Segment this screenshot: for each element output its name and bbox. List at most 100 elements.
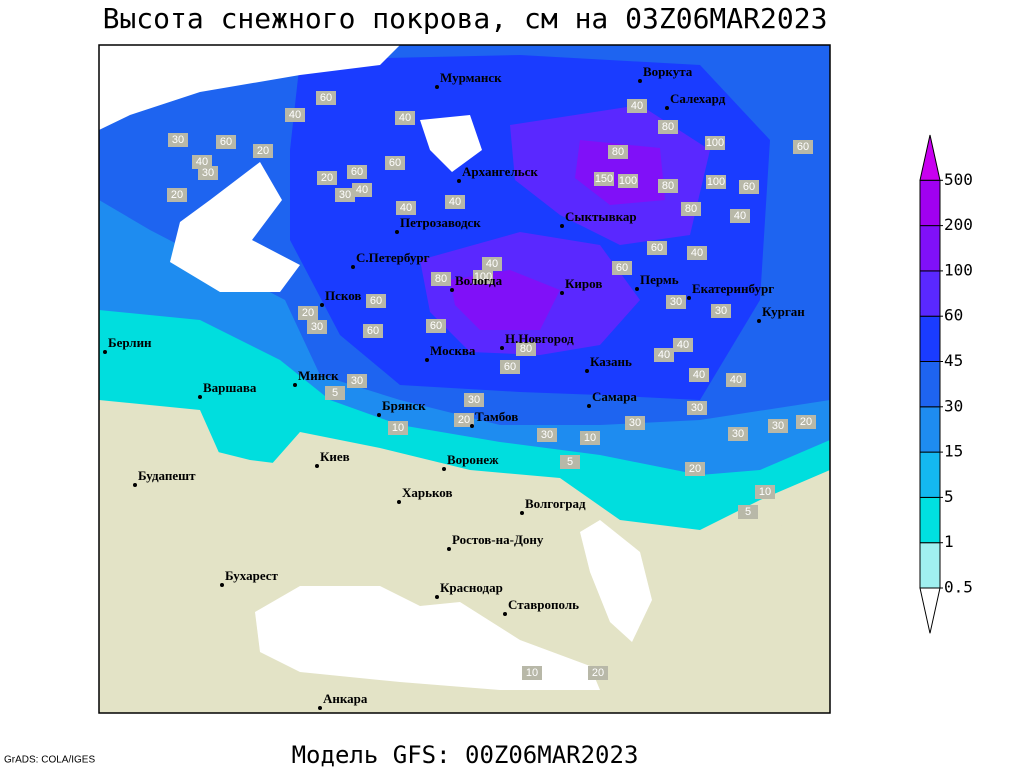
contour-label-box (687, 401, 707, 415)
contour-label-box (335, 188, 355, 202)
contour-label: 60 (389, 157, 401, 169)
contour-label: 30 (732, 428, 744, 440)
contour-label: 40 (677, 339, 689, 351)
city-label: Казань (590, 354, 632, 369)
contour-label: 40 (196, 156, 208, 168)
legend-swatch (919, 225, 941, 272)
contour-label-box (325, 386, 345, 400)
contour-label: 80 (662, 121, 674, 133)
contour-label-box (473, 270, 493, 284)
contour-label: 20 (171, 189, 183, 201)
city-dot (435, 85, 439, 89)
contour-label: 20 (800, 416, 812, 428)
contour-label: 40 (449, 196, 461, 208)
contour-label-box (167, 188, 187, 202)
contour-label: 80 (435, 273, 447, 285)
city-dot (757, 319, 761, 323)
contour-label: 60 (320, 92, 332, 104)
contour-label-box (316, 91, 336, 105)
city-label: Курган (762, 304, 805, 319)
contour-label-box (500, 360, 520, 374)
contour-label-box (363, 324, 383, 338)
city-label: Анкара (323, 691, 368, 706)
city-label: Тамбов (475, 409, 518, 424)
white-sea (420, 115, 482, 172)
contour-label-box (647, 241, 667, 255)
city-dot (560, 224, 564, 228)
legend-swatch (919, 134, 941, 181)
city-label: Н.Новгород (505, 331, 574, 346)
contour-label-box (168, 133, 188, 147)
contour-label: 5 (745, 506, 751, 518)
contour-label: 20 (302, 307, 314, 319)
contour-label-box (317, 171, 337, 185)
contour-label-box (588, 666, 608, 680)
city-label: Краснодар (440, 580, 503, 595)
contour-label-box (464, 393, 484, 407)
city-label: Москва (430, 343, 476, 358)
contour-label: 20 (689, 463, 701, 475)
model-label: Модель GFS: 00Z06MAR2023 (292, 741, 639, 768)
legend-swatch (919, 542, 941, 589)
contour-label: 60 (651, 242, 663, 254)
contour-label-box (726, 373, 746, 387)
contour-label: 100 (707, 176, 725, 188)
contour-label: 40 (730, 374, 742, 386)
contour-label: 60 (351, 166, 363, 178)
contour-label: 30 (202, 167, 214, 179)
contour-label-box (307, 320, 327, 334)
contour-label-box (627, 99, 647, 113)
city-dot (503, 612, 507, 616)
contour-label: 40 (691, 247, 703, 259)
contour-label-box (253, 144, 273, 158)
contour-label: 60 (797, 141, 809, 153)
legend-label: 30 (944, 396, 963, 415)
contour-label-box (654, 348, 674, 362)
city-label: Сыктывкар (565, 209, 637, 224)
contour-label: 40 (631, 100, 643, 112)
legend-swatch (919, 587, 941, 634)
contour-label-box (658, 120, 678, 134)
contour-label-box (537, 428, 557, 442)
contour-label-box (454, 413, 474, 427)
contour-label: 100 (619, 175, 637, 187)
contour-label: 100 (474, 271, 492, 283)
contour-label-box (522, 666, 542, 680)
city-label: Воронеж (447, 452, 499, 467)
contour-label-box (482, 257, 502, 271)
city-dot (397, 500, 401, 504)
contour-label: 10 (584, 432, 596, 444)
contour-label-box (445, 195, 465, 209)
contour-label: 30 (468, 394, 480, 406)
contour-label: 40 (734, 210, 746, 222)
legend-swatch (919, 496, 941, 544)
contour-label-box (388, 421, 408, 435)
contour-label-box (673, 338, 693, 352)
city-dot (320, 303, 324, 307)
city-label: Петрозаводск (400, 215, 481, 230)
contour-label-box (516, 342, 536, 356)
city-label: Екатеринбург (692, 281, 774, 296)
legend-label: 45 (944, 351, 963, 370)
contour-label: 60 (220, 136, 232, 148)
contour-label: 100 (706, 137, 724, 149)
city-dot (665, 106, 669, 110)
contour-label-box (426, 319, 446, 333)
city-label: Харьков (402, 485, 453, 500)
contour-label: 60 (370, 295, 382, 307)
city-dot (457, 179, 461, 183)
contour-label-box (608, 145, 628, 159)
legend-label: 15 (944, 442, 963, 461)
contour-label-box (366, 294, 386, 308)
contour-label: 80 (520, 343, 532, 355)
contour-label: 20 (321, 172, 333, 184)
zone-100-200-b (450, 270, 560, 330)
map (98, 44, 831, 714)
contour-label-box (738, 505, 758, 519)
contour-label-box (658, 179, 678, 193)
legend-label: 200 (944, 215, 973, 234)
contour-label-box (431, 272, 451, 286)
contour-label-box (730, 209, 750, 223)
city-dot (638, 79, 642, 83)
